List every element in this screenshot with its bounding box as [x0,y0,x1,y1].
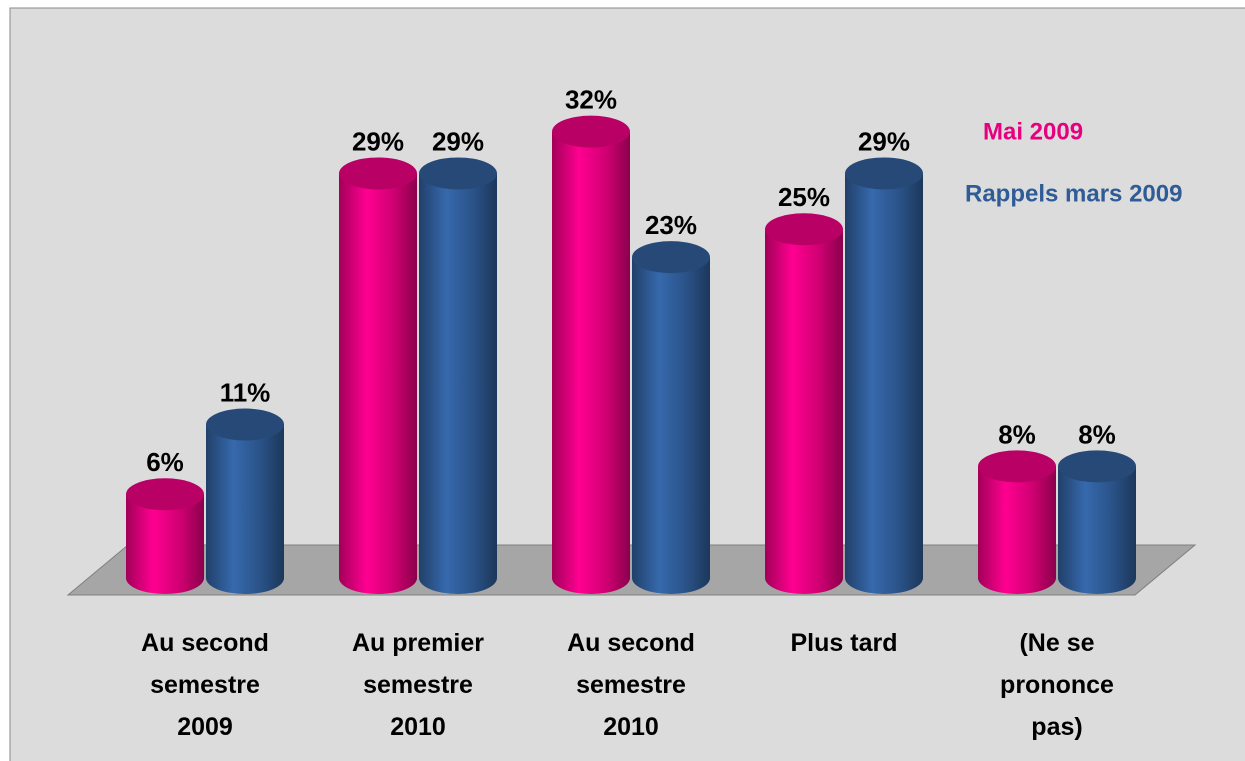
bar-top [978,450,1056,483]
bar-body [206,424,284,594]
x-tick-label: Au second semestre 2010 [567,629,695,741]
value-label: 29% [352,126,404,156]
bar-body [419,173,497,594]
bar [339,157,417,594]
bar [552,115,630,594]
bar-top [632,241,710,274]
value-label: 8% [998,419,1036,449]
x-tick-label: Au second semestre 2009 [141,629,269,741]
bar-body [978,466,1056,594]
value-label: 8% [1078,419,1116,449]
value-label: 29% [858,126,910,156]
bar [632,241,710,594]
bar-top [419,157,497,190]
legend-entry: Rappels mars 2009 [965,180,1182,207]
bar-top [126,478,204,511]
bar-body [1058,466,1136,594]
bar-body [765,229,843,594]
bar-top [552,115,630,148]
value-label: 32% [565,84,617,114]
bar-top [1058,450,1136,483]
value-label: 29% [432,126,484,156]
bar [419,157,497,594]
bar [206,408,284,594]
bar-top [845,157,923,190]
bar-body [339,173,417,594]
x-tick-label: Plus tard [790,629,898,657]
value-label: 11% [220,377,271,407]
bar-top [206,408,284,441]
bar [126,478,204,594]
bar [1058,450,1136,594]
bar [845,157,923,594]
bar-body [552,131,630,594]
bar-body [845,173,923,594]
bar [978,450,1056,594]
value-label: 23% [645,210,697,240]
value-label: 6% [146,447,184,477]
legend-entry: Mai 2009 [983,118,1083,145]
value-label: 25% [778,182,830,212]
x-tick-label: Au premier semestre 2010 [352,629,484,741]
bar-top [765,213,843,246]
bar [765,213,843,594]
bar-top [339,157,417,190]
x-tick-label: (Ne se prononce pas) [1000,629,1114,741]
bar-body [632,257,710,594]
bar-body [126,494,204,594]
